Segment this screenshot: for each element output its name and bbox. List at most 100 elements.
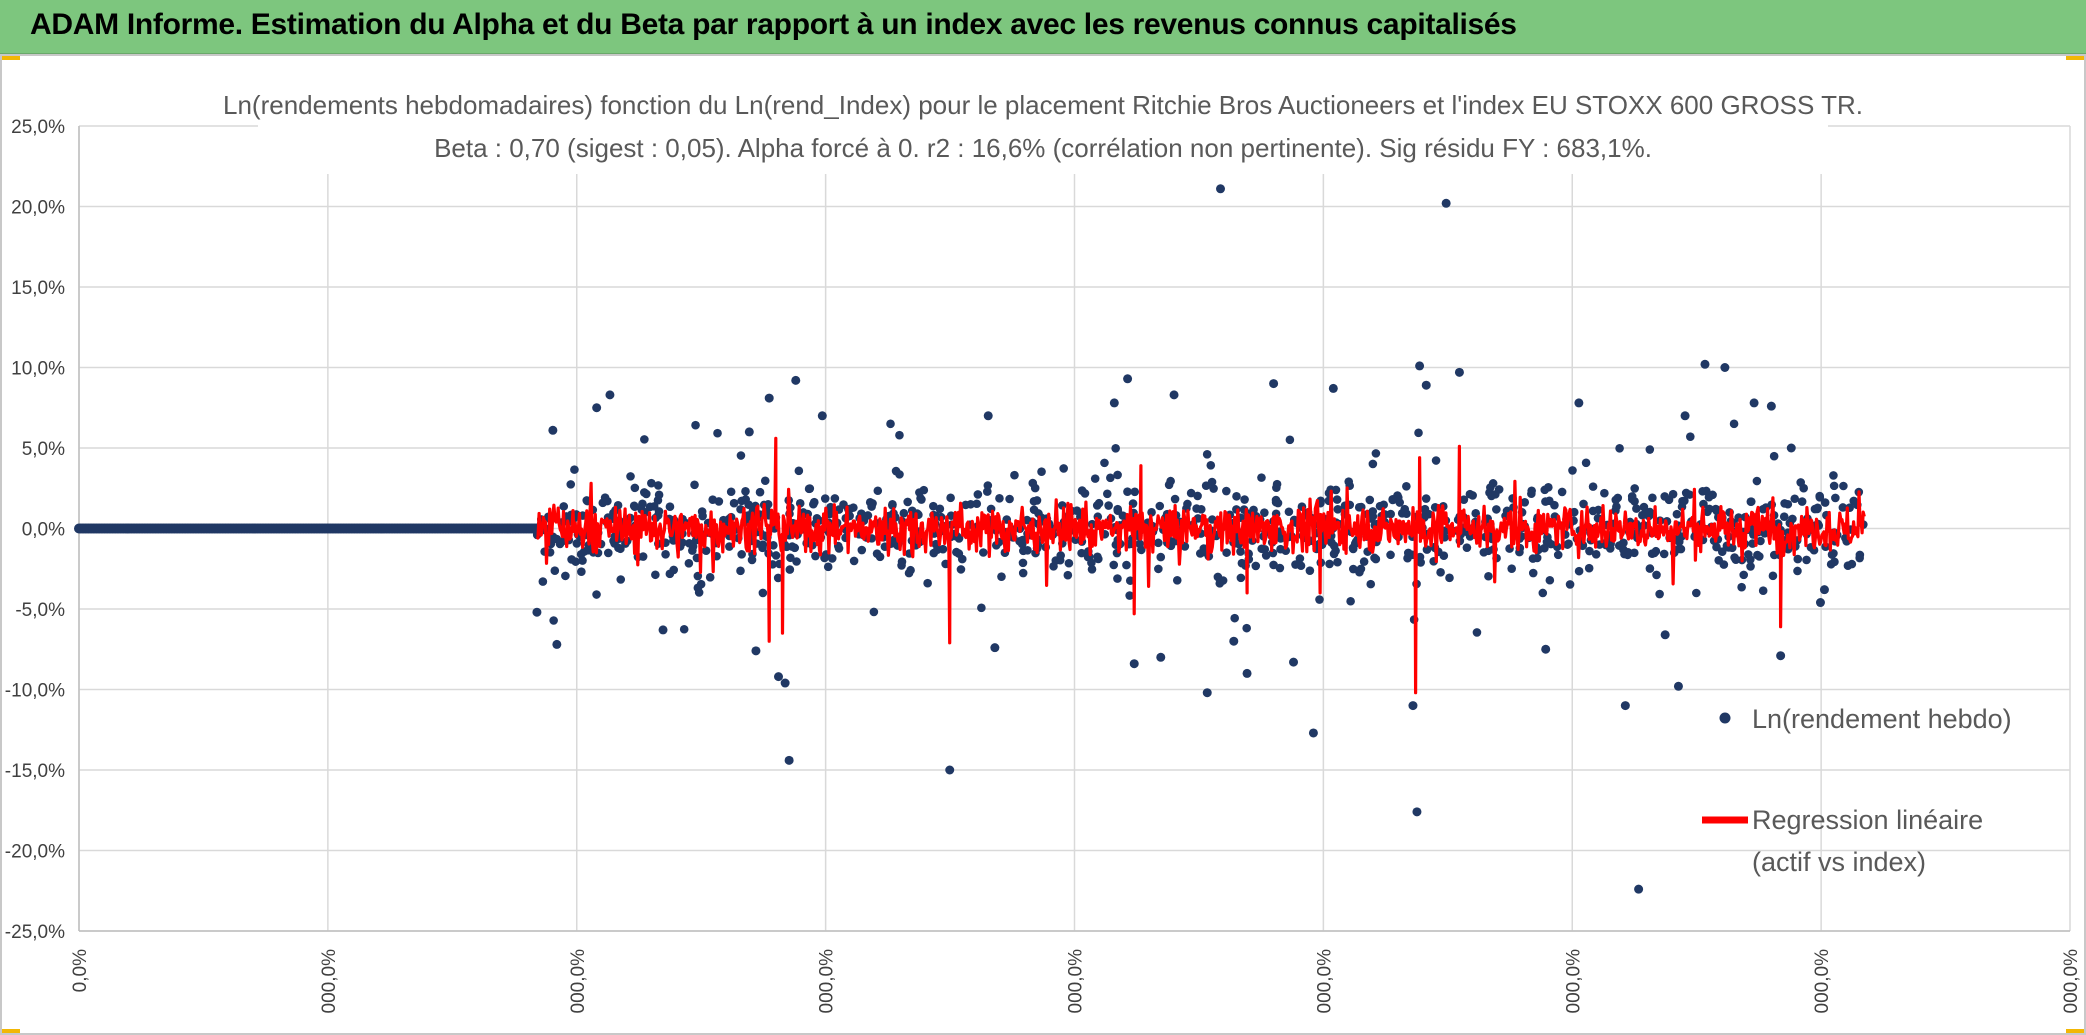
data-point <box>1059 464 1068 473</box>
data-point <box>1802 555 1811 565</box>
data-point <box>1831 493 1840 503</box>
data-point <box>991 541 1001 550</box>
y-tick-label: 0,0% <box>22 520 65 541</box>
data-point <box>1790 494 1800 504</box>
x-tick-label: 000,0% <box>2061 949 2082 1014</box>
data-point <box>1326 485 1335 494</box>
data-point <box>755 487 765 497</box>
data-point <box>1412 807 1422 817</box>
data-point <box>1285 435 1295 445</box>
data-point <box>647 478 656 488</box>
data-point <box>763 500 773 509</box>
y-tick-label: 5,0% <box>22 439 65 460</box>
data-point <box>1403 553 1412 563</box>
data-point <box>1109 560 1119 570</box>
data-point <box>1465 489 1475 499</box>
data-point <box>1528 568 1538 578</box>
data-point <box>1630 484 1640 493</box>
legend: Ln(rendement hebdo) Regression linéaire (a… <box>1702 704 2012 877</box>
data-point <box>1169 390 1179 400</box>
data-point <box>577 567 586 577</box>
data-point <box>1420 504 1430 514</box>
data-point <box>784 755 794 765</box>
data-point <box>1010 470 1019 480</box>
data-point <box>1488 479 1498 488</box>
data-point <box>1630 548 1639 558</box>
data-point <box>1331 546 1340 556</box>
data-point <box>1125 591 1134 600</box>
data-point <box>1492 505 1501 514</box>
data-point <box>809 499 818 509</box>
data-point <box>1102 489 1112 499</box>
data-point <box>701 546 711 556</box>
legend-label-points: Ln(rendement hebdo) <box>1752 704 2012 734</box>
y-tick-label: 20,0% <box>11 198 65 219</box>
data-point <box>1155 501 1165 511</box>
data-point <box>1830 557 1839 567</box>
data-point <box>1222 486 1231 496</box>
data-point <box>1332 495 1342 504</box>
data-point <box>1459 495 1469 504</box>
data-point <box>1746 562 1755 571</box>
data-point <box>873 486 883 496</box>
data-point <box>1553 550 1563 560</box>
data-point <box>532 607 542 617</box>
data-point <box>555 539 565 549</box>
data-point <box>1077 548 1086 558</box>
data-point <box>1585 546 1594 556</box>
data-point <box>736 451 746 460</box>
data-point <box>1730 553 1739 562</box>
data-point <box>1092 501 1102 510</box>
data-point <box>725 542 734 551</box>
data-point <box>1232 492 1241 501</box>
data-point <box>1272 479 1282 489</box>
data-point <box>1130 487 1140 497</box>
data-point <box>977 603 986 613</box>
data-point <box>684 558 694 568</box>
x-tick-label: 000,0% <box>1066 949 1087 1014</box>
data-point <box>916 493 925 503</box>
data-point <box>549 616 558 625</box>
data-point <box>1154 538 1163 548</box>
data-point <box>1049 562 1058 571</box>
data-point <box>886 419 895 429</box>
data-point <box>1209 484 1218 493</box>
data-point <box>906 565 915 575</box>
data-point <box>592 403 602 413</box>
data-point <box>823 562 833 572</box>
data-point <box>1574 398 1584 408</box>
data-point <box>1018 558 1028 568</box>
data-point <box>897 561 906 570</box>
data-point <box>849 556 859 566</box>
data-point <box>729 498 739 508</box>
data-point <box>1113 574 1122 583</box>
data-point <box>705 573 715 582</box>
regression-line <box>535 436 1866 695</box>
data-point <box>820 494 830 503</box>
data-point <box>1758 586 1768 595</box>
data-point <box>1720 363 1730 372</box>
data-point <box>1386 550 1395 560</box>
data-point <box>651 570 660 580</box>
data-point <box>1574 566 1584 576</box>
data-point <box>1685 490 1694 499</box>
data-point <box>1269 379 1279 389</box>
x-tick-label: 000,0% <box>568 949 589 1014</box>
data-point <box>1815 598 1825 608</box>
data-point <box>1680 411 1690 421</box>
data-point <box>1849 496 1859 506</box>
data-point <box>1408 701 1418 711</box>
data-point <box>538 577 548 586</box>
data-point <box>1786 443 1796 453</box>
data-point <box>1545 496 1554 506</box>
data-point <box>1612 502 1621 511</box>
chart-subtitle: Beta : 0,70 (sigest : 0,05). Alpha forcé… <box>434 133 1652 163</box>
data-point <box>572 539 582 548</box>
data-point <box>1172 575 1182 585</box>
data-point <box>1199 544 1209 553</box>
data-point <box>1545 575 1555 585</box>
data-point <box>1755 552 1764 561</box>
data-point <box>1135 539 1144 549</box>
data-point <box>1676 544 1686 554</box>
data-point <box>1441 198 1451 208</box>
